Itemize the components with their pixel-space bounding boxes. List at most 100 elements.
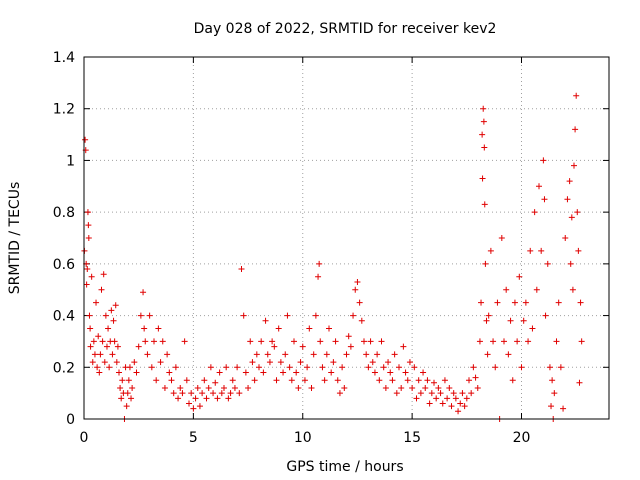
data-point bbox=[242, 369, 249, 376]
y-tick-label: 1.4 bbox=[53, 50, 75, 66]
data-point bbox=[385, 359, 392, 366]
data-point bbox=[88, 273, 95, 280]
data-point bbox=[131, 359, 138, 366]
data-point bbox=[476, 338, 483, 345]
data-point bbox=[262, 317, 269, 324]
data-point bbox=[336, 390, 343, 397]
data-point bbox=[175, 395, 182, 402]
data-point bbox=[236, 390, 243, 397]
y-tick-label: 0.2 bbox=[53, 360, 75, 376]
y-tick-label: 0.8 bbox=[53, 205, 75, 221]
data-point bbox=[304, 364, 311, 371]
data-point bbox=[94, 364, 101, 371]
data-point bbox=[448, 403, 455, 410]
data-point bbox=[367, 338, 374, 345]
y-axis-label: SRMTID / TECUs bbox=[7, 182, 23, 295]
data-point bbox=[90, 338, 97, 345]
data-point bbox=[549, 377, 556, 384]
data-point bbox=[396, 364, 402, 371]
data-point bbox=[108, 307, 115, 314]
data-point bbox=[531, 209, 538, 216]
data-point bbox=[538, 247, 545, 254]
data-point bbox=[428, 390, 435, 397]
x-axis-label: GPS time / hours bbox=[286, 459, 403, 475]
data-point bbox=[505, 351, 512, 358]
data-point bbox=[101, 359, 108, 366]
data-point bbox=[424, 377, 431, 384]
data-point bbox=[84, 266, 91, 273]
data-point bbox=[568, 214, 575, 221]
data-point bbox=[179, 390, 186, 397]
data-point bbox=[551, 390, 558, 397]
data-point bbox=[470, 364, 477, 371]
data-point bbox=[564, 196, 571, 203]
data-point bbox=[295, 384, 302, 391]
data-point bbox=[363, 351, 370, 358]
data-point bbox=[483, 317, 490, 324]
data-point bbox=[566, 178, 573, 185]
data-point bbox=[459, 390, 466, 397]
data-point bbox=[126, 364, 133, 371]
data-point bbox=[522, 299, 529, 306]
data-point bbox=[446, 384, 453, 391]
data-point bbox=[251, 377, 258, 384]
data-point bbox=[98, 286, 105, 293]
data-point bbox=[569, 286, 576, 293]
data-point bbox=[439, 400, 446, 407]
data-point bbox=[84, 209, 91, 216]
axis-ticks: 0 0.2 0.4 0.6 0.8 1 1.2 1.4 0 5 10 15 20 bbox=[53, 50, 609, 446]
data-point bbox=[560, 405, 567, 412]
data-point bbox=[249, 359, 256, 366]
data-point bbox=[159, 338, 166, 345]
data-point bbox=[400, 343, 407, 350]
data-point bbox=[480, 105, 487, 112]
y-tick-label: 0.6 bbox=[53, 257, 75, 273]
data-point bbox=[317, 338, 324, 345]
data-point bbox=[482, 260, 489, 267]
data-point bbox=[527, 247, 534, 254]
data-point bbox=[119, 377, 126, 384]
data-point bbox=[546, 364, 553, 371]
data-point bbox=[284, 312, 291, 319]
data-point bbox=[87, 343, 94, 350]
data-point bbox=[192, 395, 199, 402]
data-point bbox=[188, 390, 195, 397]
data-point bbox=[365, 364, 372, 371]
data-point bbox=[376, 377, 383, 384]
data-point bbox=[194, 384, 201, 391]
data-point bbox=[382, 384, 389, 391]
data-point bbox=[457, 400, 464, 407]
data-point bbox=[433, 395, 440, 402]
data-point bbox=[479, 175, 486, 182]
x-tick-label: 10 bbox=[294, 430, 312, 446]
data-point bbox=[326, 325, 332, 332]
data-point bbox=[301, 377, 308, 384]
data-point bbox=[123, 403, 130, 410]
y-tick-label: 0.4 bbox=[53, 309, 75, 325]
data-point bbox=[378, 338, 385, 345]
data-point bbox=[494, 299, 501, 306]
data-point bbox=[238, 266, 245, 273]
data-point bbox=[330, 359, 337, 366]
data-point bbox=[85, 235, 92, 241]
data-point bbox=[487, 247, 494, 254]
data-point bbox=[125, 377, 132, 384]
data-point bbox=[240, 312, 247, 319]
data-point bbox=[110, 317, 117, 324]
data-point bbox=[374, 351, 381, 358]
data-point bbox=[576, 379, 583, 386]
data-point bbox=[87, 325, 94, 332]
data-point bbox=[109, 351, 116, 358]
data-point bbox=[113, 359, 120, 366]
data-point bbox=[387, 369, 394, 376]
data-point bbox=[321, 377, 328, 384]
data-point bbox=[210, 390, 217, 397]
data-point bbox=[557, 364, 564, 371]
data-point bbox=[196, 403, 203, 410]
data-point bbox=[323, 351, 330, 358]
data-point bbox=[479, 131, 486, 138]
data-point bbox=[509, 377, 516, 384]
data-point bbox=[529, 325, 536, 332]
data-point bbox=[245, 384, 252, 391]
data-point bbox=[102, 312, 109, 319]
